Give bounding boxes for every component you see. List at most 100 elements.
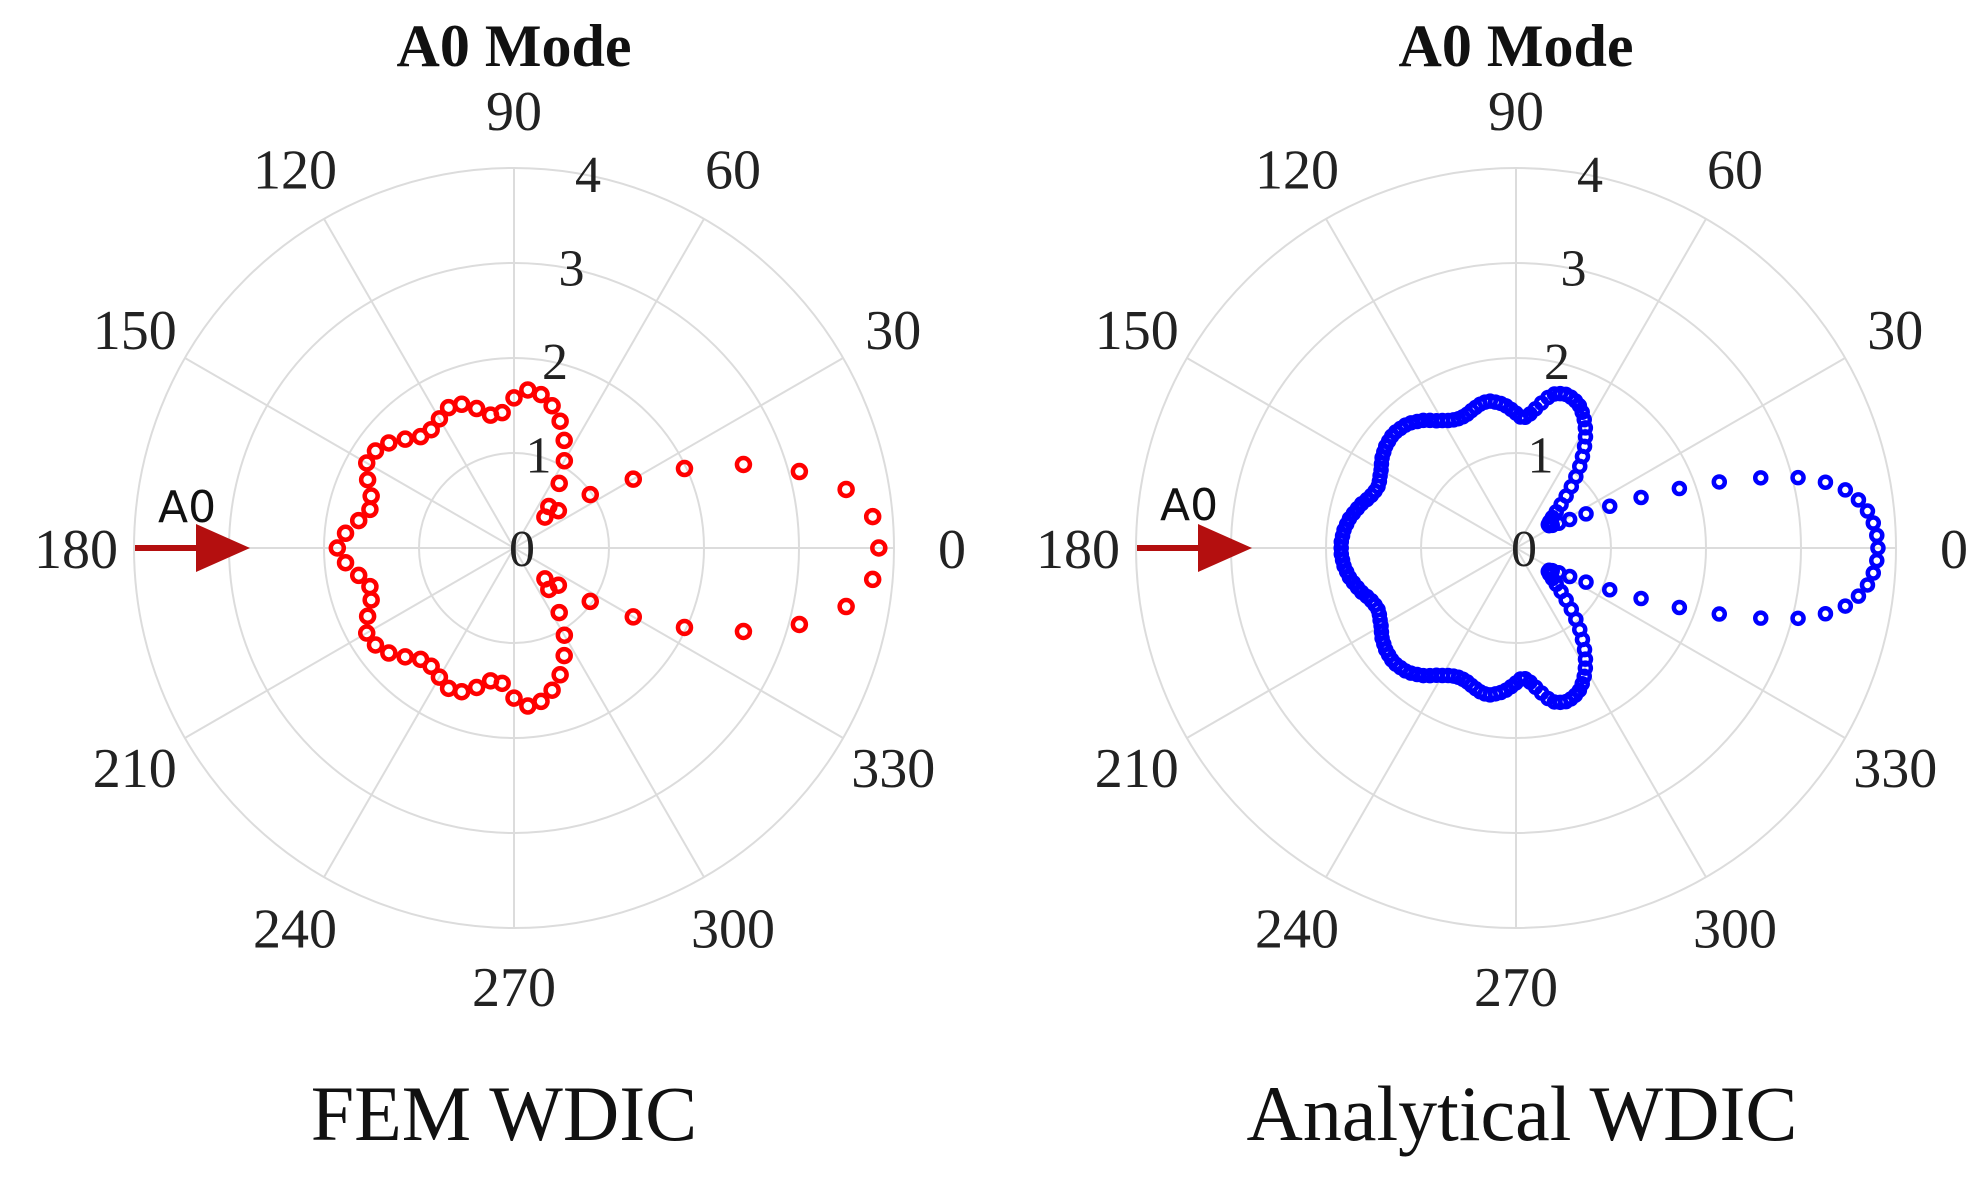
data-point: [411, 427, 430, 446]
data-point: [336, 553, 355, 572]
data-point: [543, 397, 561, 415]
angle-tick-150: 150: [1095, 300, 1179, 362]
data-point: [551, 412, 569, 430]
angle-tick-90: 90: [1488, 81, 1544, 143]
data-point: [467, 399, 486, 418]
data-point: [452, 682, 471, 701]
data-point: [361, 500, 379, 519]
data-point: [1633, 590, 1649, 607]
grid-spoke-150: [184, 357, 515, 549]
radius-tick-labels: 0 1 2 3 4: [509, 147, 601, 578]
data-point: [396, 648, 414, 666]
data-point: [439, 398, 458, 417]
data-point: [467, 678, 486, 697]
data-point: [362, 487, 380, 505]
data-point: [581, 485, 600, 504]
data-point: [519, 381, 537, 399]
data-point: [1837, 482, 1854, 498]
angle-tick-330: 330: [851, 738, 935, 800]
grid-spoke-240: [323, 547, 515, 878]
data-markers: [328, 381, 888, 715]
data-point: [1711, 606, 1728, 622]
data-point: [328, 539, 347, 557]
data-point: [624, 470, 643, 488]
data-point: [349, 511, 368, 530]
polar-grid: [133, 167, 895, 929]
angle-tick-210: 210: [1095, 738, 1179, 800]
data-point: [550, 603, 568, 622]
data-markers: [1333, 385, 1886, 711]
analytical-wdic-panel: A0 Mode 0306090120150180210240270300330 …: [1036, 13, 1968, 1157]
angle-tick-120: 120: [253, 140, 337, 202]
angle-tick-300: 300: [691, 898, 775, 960]
data-point: [1578, 574, 1594, 590]
data-point: [1752, 470, 1769, 486]
grid-spoke-210: [1186, 547, 1517, 739]
data-point: [1752, 610, 1769, 626]
data-point: [1790, 469, 1806, 486]
incident-wave-label: A0: [158, 482, 216, 533]
data-point: [555, 626, 574, 644]
angle-tick-60: 60: [1707, 140, 1763, 202]
grid-spoke-240: [1325, 547, 1517, 878]
data-point: [1869, 527, 1885, 544]
data-point: [349, 566, 368, 585]
radius-tick-0: 0: [1511, 521, 1537, 578]
radius-tick-2: 2: [1544, 334, 1570, 391]
data-point: [863, 507, 882, 526]
data-point: [1711, 474, 1728, 490]
data-point: [551, 666, 569, 684]
data-point: [543, 681, 561, 699]
angle-tick-30: 30: [1867, 300, 1923, 362]
data-point: [1601, 581, 1618, 598]
data-point: [1671, 480, 1688, 497]
data-point: [430, 668, 449, 686]
radius-tick-labels: 0 1 2 3 4: [1511, 147, 1603, 578]
incident-wave-label: A0: [1160, 480, 1218, 531]
data-point: [1837, 598, 1854, 614]
angle-tick-270: 270: [472, 957, 556, 1019]
data-point: [362, 591, 380, 609]
panel-caption: FEM WDIC: [311, 1070, 697, 1157]
angle-tick-90: 90: [486, 81, 542, 143]
data-point: [555, 431, 573, 450]
data-point: [1671, 599, 1688, 616]
grid-spoke-60: [1515, 218, 1707, 549]
radius-tick-4: 4: [575, 147, 601, 204]
radius-tick-0: 0: [509, 521, 535, 578]
data-point: [837, 597, 855, 616]
data-point: [361, 577, 379, 596]
data-point: [430, 410, 449, 428]
data-point: [422, 657, 440, 676]
angle-tick-210: 210: [93, 738, 177, 800]
angle-tick-270: 270: [1474, 957, 1558, 1019]
grid-spoke-150: [1186, 357, 1517, 549]
data-point: [366, 636, 385, 654]
radius-tick-1: 1: [526, 427, 552, 484]
angle-tick-240: 240: [1255, 898, 1339, 960]
panel-caption: Analytical WDIC: [1247, 1070, 1798, 1157]
grid-spoke-60: [513, 218, 705, 549]
grid-spoke-300: [513, 547, 705, 878]
data-point: [581, 592, 600, 611]
data-point: [358, 471, 377, 489]
incident-wave: A0: [1137, 480, 1252, 572]
grid-spoke-30: [513, 357, 844, 549]
data-point: [1869, 552, 1885, 569]
data-point: [1576, 668, 1592, 685]
radius-tick-1: 1: [1528, 427, 1554, 484]
data-point: [481, 406, 500, 424]
data-point: [675, 618, 694, 637]
data-point: [366, 442, 385, 460]
data-point: [863, 570, 882, 589]
data-point: [358, 607, 377, 625]
angle-tick-0: 0: [938, 519, 966, 581]
data-point: [624, 608, 643, 626]
radius-tick-4: 4: [1577, 147, 1603, 204]
radius-tick-3: 3: [559, 240, 585, 297]
panel-title: A0 Mode: [397, 13, 632, 79]
data-point: [536, 570, 554, 588]
